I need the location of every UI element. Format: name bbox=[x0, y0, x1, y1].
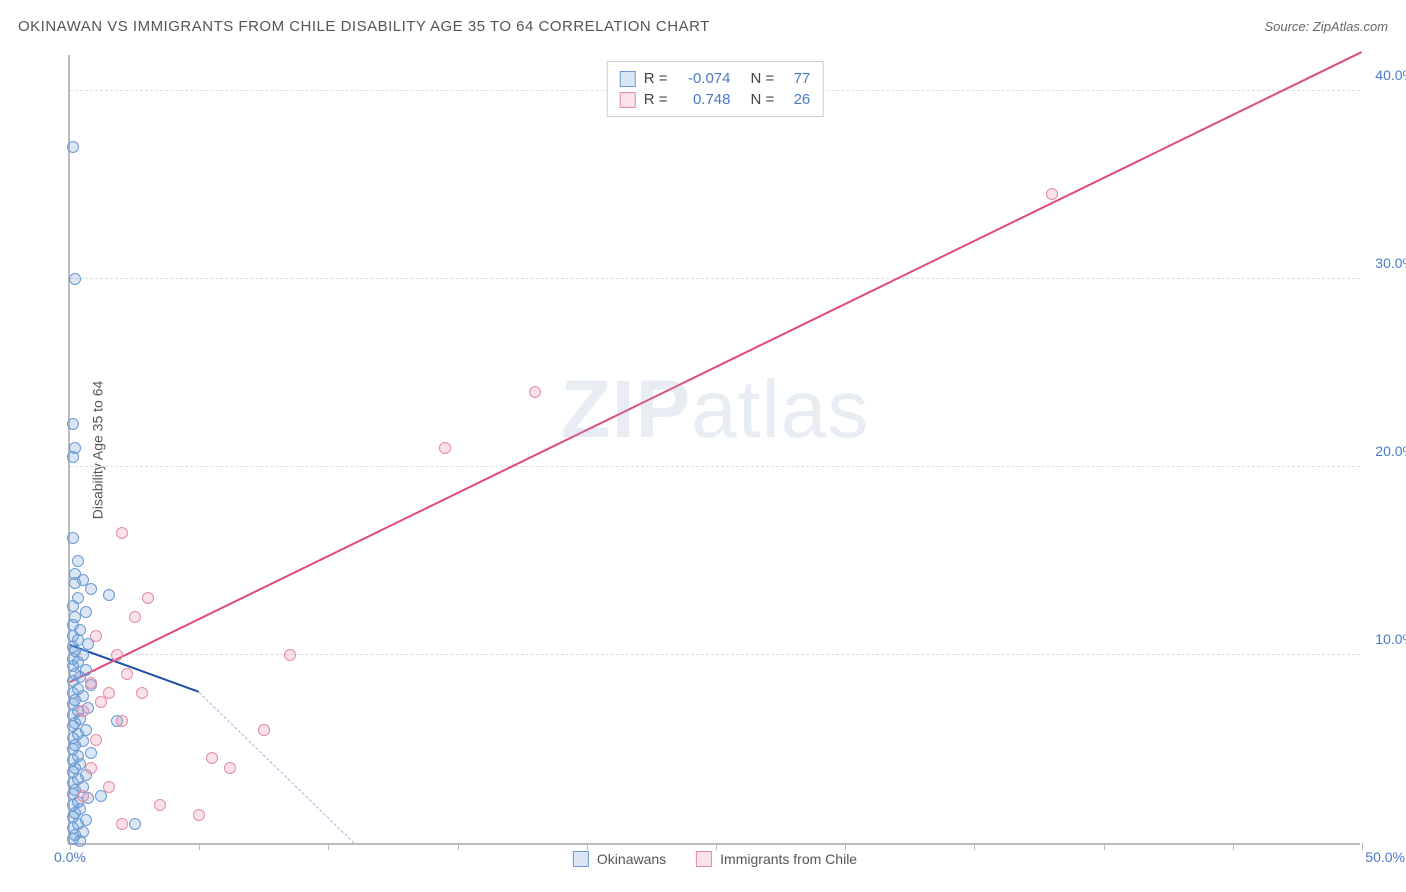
legend-series-item: Immigrants from Chile bbox=[696, 851, 857, 867]
data-point bbox=[85, 677, 97, 689]
x-tick bbox=[458, 843, 459, 850]
x-tick bbox=[587, 843, 588, 850]
chart-header: OKINAWAN VS IMMIGRANTS FROM CHILE DISABI… bbox=[18, 18, 1388, 35]
legend-series-label: Immigrants from Chile bbox=[720, 851, 857, 867]
data-point bbox=[67, 141, 79, 153]
trend-line bbox=[199, 692, 355, 843]
data-point bbox=[74, 835, 86, 847]
data-point bbox=[193, 809, 205, 821]
legend-series: Okinawans Immigrants from Chile bbox=[573, 851, 857, 867]
legend-n-value: 77 bbox=[782, 70, 810, 87]
data-point bbox=[116, 527, 128, 539]
data-point bbox=[85, 762, 97, 774]
data-point bbox=[206, 752, 218, 764]
data-point bbox=[85, 747, 97, 759]
data-point bbox=[129, 818, 141, 830]
data-point bbox=[116, 715, 128, 727]
legend-swatch bbox=[573, 851, 589, 867]
data-point bbox=[77, 705, 89, 717]
data-point bbox=[72, 555, 84, 567]
y-tick-label: 20.0% bbox=[1365, 443, 1406, 459]
data-point bbox=[529, 386, 541, 398]
trend-line bbox=[70, 51, 1363, 683]
data-point bbox=[258, 724, 270, 736]
gridline bbox=[70, 654, 1360, 655]
watermark: ZIPatlas bbox=[561, 363, 870, 457]
data-point bbox=[284, 649, 296, 661]
data-point bbox=[69, 273, 81, 285]
data-point bbox=[67, 451, 79, 463]
legend-n-label: N = bbox=[751, 91, 775, 108]
x-tick bbox=[974, 843, 975, 850]
legend-swatch bbox=[620, 71, 636, 87]
data-point bbox=[136, 687, 148, 699]
data-point bbox=[224, 762, 236, 774]
data-point bbox=[1046, 188, 1058, 200]
chart-area: Disability Age 35 to 64 ZIPatlas R =-0.0… bbox=[50, 55, 1360, 845]
y-tick-label: 10.0% bbox=[1365, 631, 1406, 647]
x-tick bbox=[199, 843, 200, 850]
x-tick bbox=[1233, 843, 1234, 850]
data-point bbox=[67, 418, 79, 430]
data-point bbox=[103, 781, 115, 793]
chart-title: OKINAWAN VS IMMIGRANTS FROM CHILE DISABI… bbox=[18, 18, 710, 35]
data-point bbox=[142, 592, 154, 604]
chart-source: Source: ZipAtlas.com bbox=[1264, 19, 1388, 34]
legend-r-label: R = bbox=[644, 70, 668, 87]
legend-stats-row: R = -0.074 N = 77 bbox=[620, 68, 811, 89]
gridline bbox=[70, 278, 1360, 279]
legend-r-label: R = bbox=[644, 91, 668, 108]
plot-region: ZIPatlas R =-0.074N =77R =0.748N =26 Oki… bbox=[68, 55, 1360, 845]
x-tick bbox=[845, 843, 846, 850]
data-point bbox=[111, 649, 123, 661]
data-point bbox=[69, 577, 81, 589]
data-point bbox=[85, 583, 97, 595]
y-tick-label: 40.0% bbox=[1365, 67, 1406, 83]
data-point bbox=[121, 668, 133, 680]
data-point bbox=[154, 799, 166, 811]
legend-r-value: 0.748 bbox=[676, 91, 731, 108]
legend-stats: R = -0.074 N = 77 R = 0.748 N = 26 bbox=[607, 61, 824, 117]
y-tick-label: 30.0% bbox=[1365, 255, 1406, 271]
data-point bbox=[67, 600, 79, 612]
legend-n-value: 26 bbox=[782, 91, 810, 108]
x-tick bbox=[1362, 843, 1363, 850]
x-end-label: 50.0% bbox=[1365, 849, 1405, 865]
x-tick bbox=[716, 843, 717, 850]
data-point bbox=[67, 532, 79, 544]
x-tick bbox=[1104, 843, 1105, 850]
data-point bbox=[103, 589, 115, 601]
legend-series-label: Okinawans bbox=[597, 851, 666, 867]
data-point bbox=[90, 630, 102, 642]
x-origin-label: 0.0% bbox=[54, 849, 86, 865]
legend-series-item: Okinawans bbox=[573, 851, 666, 867]
x-tick bbox=[328, 843, 329, 850]
legend-swatch bbox=[620, 92, 636, 108]
data-point bbox=[80, 606, 92, 618]
data-point bbox=[129, 611, 141, 623]
legend-swatch bbox=[696, 851, 712, 867]
legend-stats-row: R = 0.748 N = 26 bbox=[620, 89, 811, 110]
legend-n-label: N = bbox=[751, 70, 775, 87]
data-point bbox=[439, 442, 451, 454]
data-point bbox=[90, 734, 102, 746]
data-point bbox=[116, 818, 128, 830]
legend-r-value: -0.074 bbox=[676, 70, 731, 87]
data-point bbox=[95, 696, 107, 708]
gridline bbox=[70, 466, 1360, 467]
data-point bbox=[77, 790, 89, 802]
